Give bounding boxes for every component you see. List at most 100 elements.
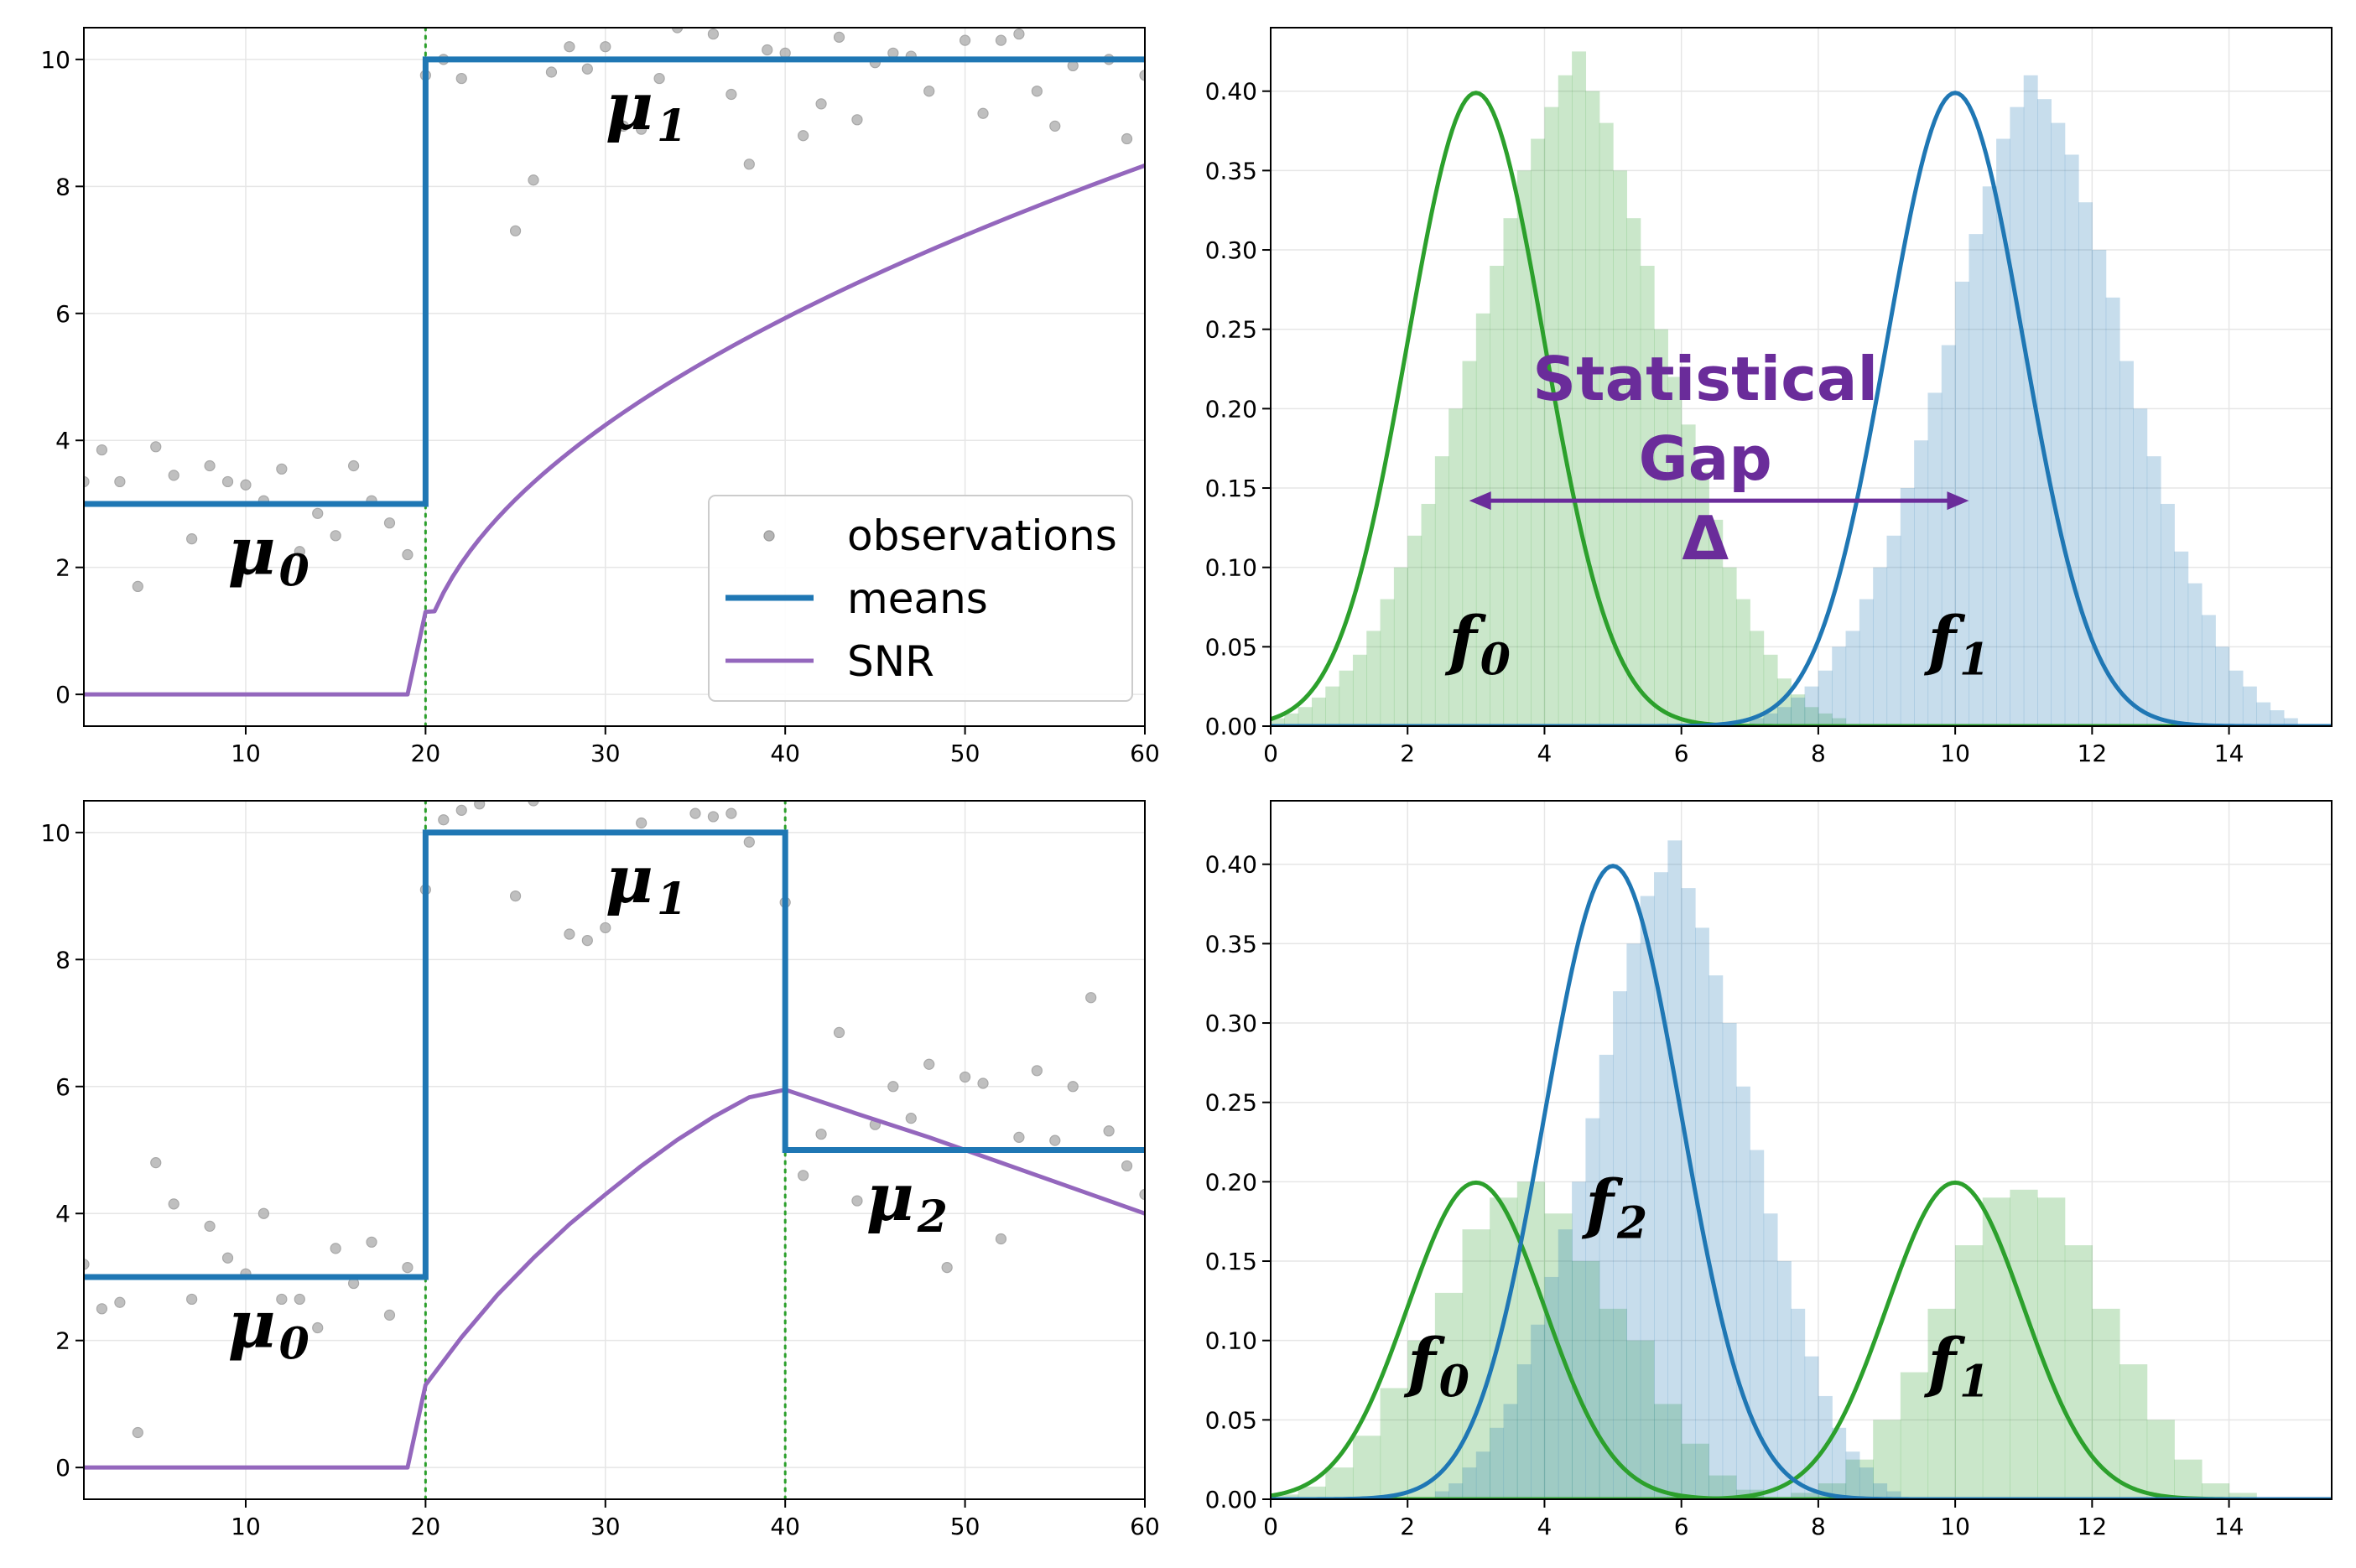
observation-point <box>653 72 665 85</box>
observation-point <box>1085 992 1097 1004</box>
axes-frame <box>83 27 1146 727</box>
y-tick-label: 8 <box>55 946 70 974</box>
panel-distributions-two-top: 0 2 4 6 8 10 12 14 0.00 0.05 0.10 0.15 0.20 0.25 0.30 0… <box>1205 27 2333 767</box>
histogram-bar <box>1859 1467 1874 1499</box>
histogram-bar <box>1380 1388 1408 1499</box>
observation-point <box>707 28 720 40</box>
histogram-bar <box>2201 1483 2230 1499</box>
x-tick-label: 6 <box>1674 1513 1689 1540</box>
observation-point <box>545 66 558 78</box>
histogram-bar <box>1667 840 1682 1499</box>
observation-point <box>383 517 396 529</box>
histogram-bar <box>1722 567 1737 726</box>
histogram-bar <box>2119 361 2134 726</box>
axes-frame <box>1270 800 2333 1500</box>
symbol-label-μ0: μ0 <box>228 513 309 596</box>
x-tick-label: 10 <box>1940 1513 1970 1540</box>
histogram-bar <box>1982 1197 2011 1499</box>
histogram-bar <box>1791 1493 1819 1499</box>
observation-point <box>348 459 360 472</box>
histogram-bar <box>1900 1372 1929 1499</box>
observation-point <box>1031 86 1043 97</box>
observation-point <box>492 764 502 774</box>
observation-point <box>726 807 737 819</box>
observation-point <box>186 533 198 545</box>
x-tick-label: 12 <box>2078 1513 2108 1540</box>
histogram-bar <box>1599 1054 1614 1499</box>
observation-point <box>1121 1160 1133 1172</box>
histogram-bar <box>1407 535 1422 726</box>
y-tick-label: 0.05 <box>1205 633 1257 661</box>
observation-point <box>743 836 755 848</box>
y-tick-label: 0.10 <box>1205 554 1257 582</box>
plot-area <box>1271 801 2332 1499</box>
histogram-bar <box>1886 535 1901 726</box>
observation-point <box>690 16 700 26</box>
y-tick-label: 0.20 <box>1205 1168 1257 1196</box>
observation-point <box>977 107 989 119</box>
x-tick-label: 30 <box>590 740 621 767</box>
histogram-bar <box>1585 1118 1600 1499</box>
observation-point <box>636 123 648 135</box>
histogram-bar <box>1462 361 1477 726</box>
observation-point <box>1103 1125 1115 1137</box>
y-tick-label: 0.00 <box>1205 1486 1257 1513</box>
y-tick-label: 6 <box>55 300 70 328</box>
histogram-bar <box>2215 646 2230 726</box>
y-tick-label: 0.20 <box>1205 395 1257 423</box>
legend-box <box>708 495 1133 702</box>
observation-point <box>402 548 413 561</box>
panel-distributions-three-bottom: 0 2 4 6 8 10 12 14 0.00 0.05 0.10 0.15 0.20 0.25 0.30 0… <box>1205 800 2333 1540</box>
observation-point <box>475 0 485 1</box>
y-tick-label: 0.25 <box>1205 1089 1257 1117</box>
density-curve-f1 <box>1271 91 2332 726</box>
histogram-bar <box>1599 122 1614 726</box>
observation-point <box>815 98 827 110</box>
x-tick-label: 2 <box>1400 1513 1415 1540</box>
histogram-bar <box>2256 702 2271 726</box>
histogram-bar <box>1462 1467 1477 1499</box>
histogram-bar <box>1572 1261 1600 1499</box>
histogram-bar <box>1722 1023 1737 1499</box>
observation-point <box>995 1233 1007 1245</box>
histogram-bar <box>1462 1229 1490 1499</box>
observation-point <box>1121 132 1133 145</box>
y-tick-label: 0.15 <box>1205 475 1257 502</box>
histogram-bar <box>2037 99 2052 726</box>
observation-point <box>240 479 252 491</box>
observation-point <box>492 16 502 26</box>
observation-point <box>438 814 450 826</box>
histogram-bar <box>1298 1486 1326 1499</box>
histogram-bar <box>2242 686 2257 726</box>
histogram-bar <box>2270 710 2285 726</box>
y-tick-label: 0.35 <box>1205 157 1257 184</box>
histogram-bar <box>1352 654 1367 726</box>
observation-point <box>618 771 628 781</box>
x-tick-label: 4 <box>1537 1513 1552 1540</box>
histogram-bar <box>1325 1467 1354 1499</box>
observation-point <box>1013 28 1025 40</box>
x-tick-label: 14 <box>2214 740 2244 767</box>
observation-point <box>330 530 341 542</box>
histogram-bar <box>1776 707 1792 726</box>
histogram-bar <box>1845 1459 1874 1499</box>
observation-point <box>600 922 611 934</box>
histogram-bar <box>1516 170 1532 726</box>
y-tick-label: 0.40 <box>1205 78 1257 106</box>
histogram-bar <box>1490 1427 1505 1499</box>
x-tick-label: 6 <box>1674 740 1689 767</box>
means-line <box>84 56 1145 507</box>
density-curve-f1 <box>1271 1180 2332 1499</box>
histogram-bar <box>1613 170 1627 726</box>
x-tick-label: 14 <box>2214 1513 2244 1540</box>
histogram-bar <box>1434 456 1449 726</box>
observation-point <box>114 475 126 488</box>
observation-point <box>923 1058 935 1070</box>
observation-point <box>581 63 593 75</box>
observation-point <box>546 776 556 787</box>
observation-point <box>600 41 611 53</box>
histogram-bar <box>2283 718 2298 726</box>
observation-point <box>383 1309 396 1321</box>
observation-point <box>995 34 1007 46</box>
